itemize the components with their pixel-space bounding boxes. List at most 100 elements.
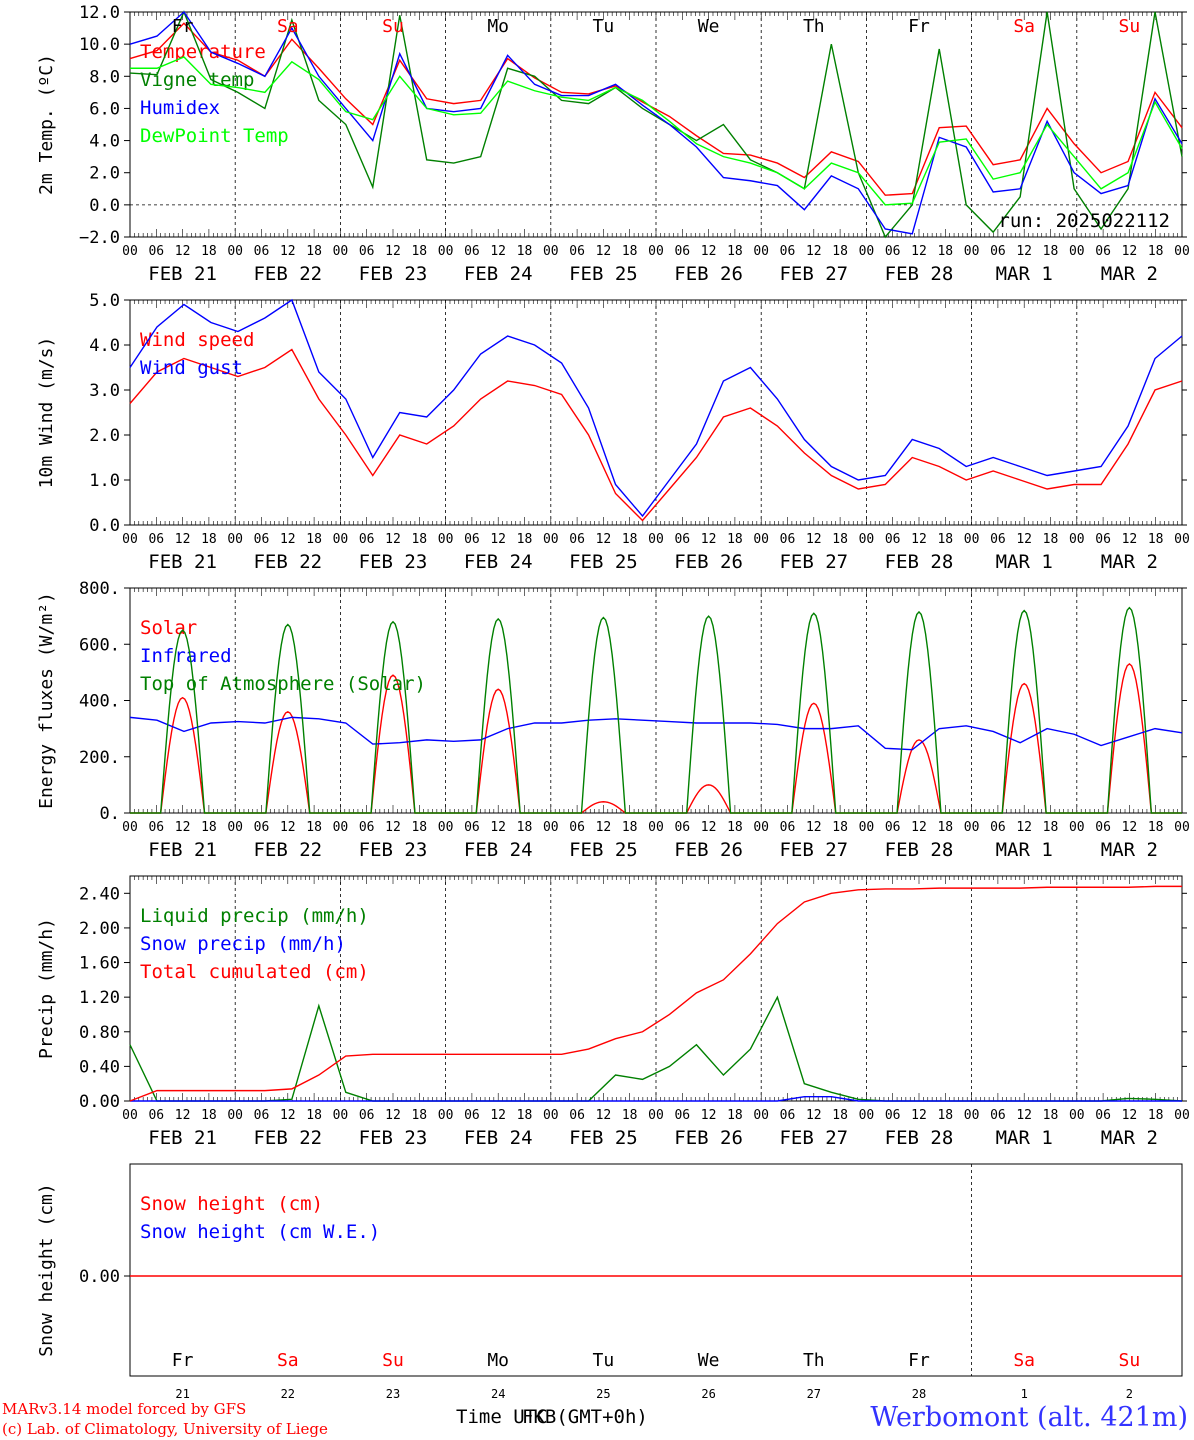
y-tick-label: 2.0 (89, 426, 120, 446)
x-date-label: FEB 27 (779, 1127, 848, 1149)
x-hour-label: 06 (148, 244, 164, 259)
x-hour-label: 06 (569, 532, 585, 547)
x-hour-label: 00 (438, 244, 454, 259)
x-date-label: MAR 2 (1101, 263, 1158, 285)
x-hour-label: 06 (674, 532, 690, 547)
x-hour-label: 18 (1148, 1108, 1164, 1123)
chart-panel-3: 0. 200. 400. 600. 800. 00 06 12 18 FEB 21 00 06 12 18… (36, 579, 1190, 861)
day-name: Fr (172, 1350, 194, 1371)
day-name: Th (803, 16, 825, 37)
x-hour-label: 06 (885, 1108, 901, 1123)
x-hour-label: 06 (674, 244, 690, 259)
x-hour-label: 06 (464, 1108, 480, 1123)
x-hour-label: 12 (385, 820, 401, 835)
y-tick-label: 8.0 (89, 67, 120, 87)
y-tick-label: 400. (79, 692, 120, 712)
day-number: 2 (1126, 1387, 1133, 1401)
x-hour-label: 06 (569, 1108, 585, 1123)
x-hour-label: 00 (753, 820, 769, 835)
legend-entry: Wind speed (140, 329, 254, 351)
x-hour-label: 18 (411, 1108, 427, 1123)
day-name: Fr (908, 16, 930, 37)
day-name: Su (382, 16, 404, 37)
x-hour-label: 18 (832, 820, 848, 835)
x-date-label: FEB 27 (779, 263, 848, 285)
day-name: Sa (277, 16, 299, 37)
x-hour-label: 18 (1148, 820, 1164, 835)
x-hour-label: 06 (359, 820, 375, 835)
x-hour-label: 18 (306, 820, 322, 835)
x-hour-label: 06 (1095, 1108, 1111, 1123)
x-date-label: FEB 21 (148, 1127, 217, 1149)
x-date-label: FEB 27 (779, 839, 848, 861)
day-name: Su (1119, 16, 1141, 37)
x-hour-label: 18 (411, 820, 427, 835)
y-tick-label: 200. (79, 748, 120, 768)
x-hour-label: 18 (1043, 244, 1059, 259)
x-hour-label: 18 (201, 532, 217, 547)
x-date-label: FEB 26 (674, 551, 743, 573)
x-hour-label: 12 (385, 1108, 401, 1123)
x-hour-label: 12 (490, 820, 506, 835)
x-hour-label: 06 (885, 820, 901, 835)
x-hour-label: 06 (1095, 244, 1111, 259)
x-hour-label: 12 (280, 1108, 296, 1123)
x-hour-label: 18 (937, 820, 953, 835)
x-hour-label: 06 (254, 820, 270, 835)
x-date-label: MAR 2 (1101, 551, 1158, 573)
x-hour-label: 12 (806, 532, 822, 547)
x-date-label: FEB 22 (253, 551, 322, 573)
x-hour-label: 12 (175, 1108, 191, 1123)
x-hour-label: 06 (780, 532, 796, 547)
legend-entry: Total cumulated (cm) (140, 961, 369, 983)
chart-panel-2: 0.0 1.0 2.0 3.0 4.0 5.0 00 06 12 18 FEB 21 00 06 12 18… (36, 291, 1190, 573)
x-hour-label: 06 (780, 244, 796, 259)
x-hour-label: 18 (832, 1108, 848, 1123)
x-date-label: MAR 1 (996, 839, 1053, 861)
x-hour-label: 06 (464, 820, 480, 835)
x-hour-label: 18 (201, 1108, 217, 1123)
x-hour-label: 00 (1174, 244, 1190, 259)
x-hour-label: 06 (148, 820, 164, 835)
x-date-label: FEB 28 (885, 839, 954, 861)
x-hour-label: 18 (727, 1108, 743, 1123)
day-number: 27 (807, 1387, 821, 1401)
x-hour-label: 00 (1069, 820, 1085, 835)
x-hour-label: 06 (990, 244, 1006, 259)
x-date-label: FEB 23 (359, 1127, 428, 1149)
x-hour-label: 00 (122, 820, 138, 835)
y-axis-label: Precip (mm/h) (36, 918, 57, 1059)
day-name: Sa (1013, 16, 1035, 37)
x-hour-label: 00 (227, 244, 243, 259)
x-hour-label: 00 (859, 244, 875, 259)
x-hour-label: 12 (701, 532, 717, 547)
x-hour-label: 06 (990, 532, 1006, 547)
x-hour-label: 12 (490, 532, 506, 547)
x-hour-label: 06 (1095, 532, 1111, 547)
x-date-label: FEB 21 (148, 551, 217, 573)
x-hour-label: 06 (148, 1108, 164, 1123)
x-hour-label: 06 (569, 244, 585, 259)
legend-entry: Snow height (cm) (140, 1193, 323, 1215)
x-hour-label: 00 (438, 820, 454, 835)
x-hour-label: 06 (464, 532, 480, 547)
x-hour-label: 12 (806, 1108, 822, 1123)
credit-line-1: MARv3.14 model forced by GFS (2, 1400, 247, 1418)
x-hour-label: 00 (753, 532, 769, 547)
x-hour-label: 00 (1069, 532, 1085, 547)
day-name: Su (1119, 1350, 1141, 1371)
day-number: 24 (491, 1387, 505, 1401)
x-hour-label: 00 (964, 244, 980, 259)
day-number: 26 (701, 1387, 715, 1401)
series-line (129, 885, 1182, 1102)
x-hour-label: 06 (254, 1108, 270, 1123)
y-tick-label: 5.0 (89, 291, 120, 311)
series-line (129, 10, 1183, 235)
x-hour-label: 00 (1069, 244, 1085, 259)
x-hour-label: 06 (359, 1108, 375, 1123)
legend-entry: Top of Atmosphere (Solar) (140, 673, 426, 695)
legend-entry: Temperature (140, 41, 266, 63)
x-hour-label: 00 (227, 532, 243, 547)
x-hour-label: 18 (517, 1108, 533, 1123)
day-number: 23 (386, 1387, 400, 1401)
